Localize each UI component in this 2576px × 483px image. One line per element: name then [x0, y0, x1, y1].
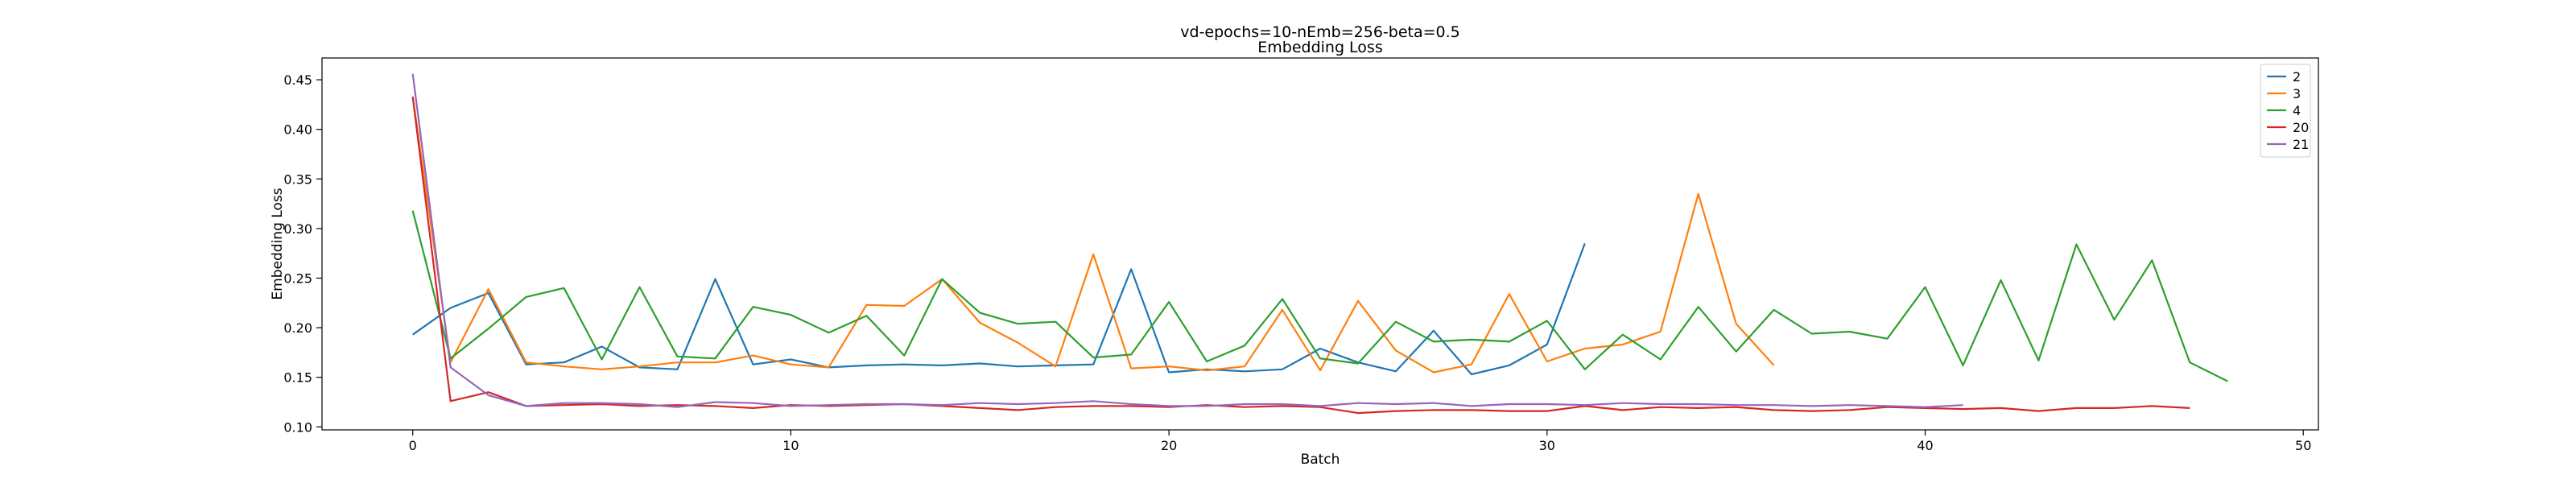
series-line-4 — [411, 210, 2228, 382]
series-line-2 — [412, 243, 1586, 376]
y-axis-label: Embedding Loss — [270, 188, 286, 299]
x-axis: 0 10 20 30 40 50 — [409, 430, 2311, 453]
legend-label-4: 4 — [2293, 103, 2301, 118]
plot-area — [321, 57, 2319, 431]
legend: 23 4 20 21 — [2260, 64, 2311, 158]
y-tick-label: 0.35 — [283, 171, 312, 187]
x-tick-label: 0 — [409, 438, 417, 453]
y-tick-label: 0.15 — [283, 370, 312, 386]
legend-label-21: 21 — [2293, 137, 2309, 152]
x-tick-label: 50 — [2295, 438, 2311, 453]
series-line-20 — [411, 96, 2190, 415]
x-tick-label: 20 — [1161, 438, 1177, 453]
x-tick-label: 30 — [1539, 438, 1555, 453]
y-tick-label: 0.30 — [283, 221, 312, 237]
legend-label-3: 3 — [2293, 86, 2301, 101]
y-tick-label: 0.40 — [283, 122, 312, 138]
y-axis: 0.10 0.15 0.20 0.25 0.30 0.35 0.40 0.45 — [283, 72, 322, 435]
chart-subtitle: Embedding Loss — [1257, 39, 1382, 56]
x-tick-label: 10 — [782, 438, 799, 453]
y-tick-label: 0.20 — [283, 320, 312, 336]
chart-title: vd-epochs=10-nEmb=256-beta=0.5 — [1180, 23, 1460, 41]
series-lines — [411, 73, 2228, 415]
series-line-3 — [411, 96, 1775, 374]
legend-label-2: 2 — [2293, 69, 2301, 85]
x-tick-label: 40 — [1917, 438, 1933, 453]
y-tick-label: 0.10 — [283, 419, 312, 435]
legend-label-20: 20 — [2293, 120, 2309, 135]
y-tick-label: 0.25 — [283, 271, 312, 287]
x-axis-label: Batch — [1301, 452, 1340, 468]
y-tick-label: 0.45 — [283, 72, 312, 88]
series-line-21 — [411, 73, 1963, 408]
